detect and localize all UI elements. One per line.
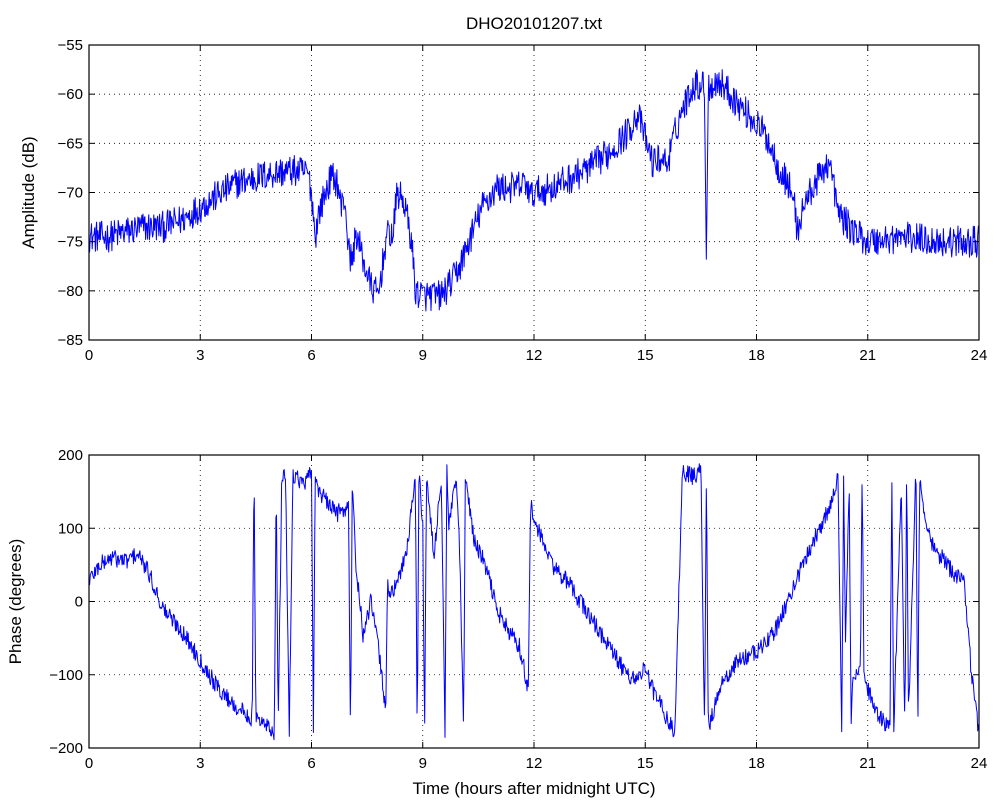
- amplitude-x-tick-label: 6: [307, 347, 315, 364]
- phase-axes: 0 3 6 9 12 15 18 21 24 200 100 0 −100 −200 Phase (degr…: [6, 447, 987, 798]
- amplitude-x-tick-label: 18: [748, 347, 765, 364]
- phase-y-tick-label: −100: [49, 667, 83, 684]
- amplitude-y-tick-label: −70: [58, 185, 83, 202]
- phase-y-tick-label: 200: [58, 447, 83, 464]
- phase-x-tick-label: 0: [85, 755, 93, 772]
- amplitude-y-tick-label: −55: [58, 37, 83, 54]
- phase-series-line: [88, 463, 980, 741]
- phase-x-tick-label: 18: [748, 755, 765, 772]
- amplitude-y-tick-label: −60: [58, 86, 83, 103]
- amplitude-x-tick-label: 15: [637, 347, 654, 364]
- phase-x-tick-label: 21: [859, 755, 876, 772]
- amplitude-x-tick-label: 0: [85, 347, 93, 364]
- amplitude-x-tick-label: 24: [971, 347, 988, 364]
- amplitude-y-tick-label: −85: [58, 332, 83, 349]
- amplitude-x-tick-label: 12: [526, 347, 543, 364]
- amplitude-x-tick-label: 3: [196, 347, 204, 364]
- amplitude-y-tick-label: −80: [58, 283, 83, 300]
- amplitude-y-axis-title: Amplitude (dB): [19, 136, 38, 248]
- amplitude-x-tick-label: 9: [419, 347, 427, 364]
- amplitude-y-tick-label: −75: [58, 234, 83, 251]
- amplitude-chart-title: DHO20101207.txt: [466, 14, 602, 33]
- phase-y-tick-label: 100: [58, 520, 83, 537]
- phase-x-axis-title: Time (hours after midnight UTC): [412, 779, 655, 798]
- phase-x-tick-label: 3: [196, 755, 204, 772]
- phase-y-tick-label: 0: [75, 594, 83, 611]
- phase-y-tick-label: −200: [49, 740, 83, 757]
- phase-y-axis-title: Phase (degrees): [6, 539, 25, 665]
- phase-x-tick-label: 24: [971, 755, 988, 772]
- amplitude-y-tick-label: −65: [58, 135, 83, 152]
- amplitude-axes: 0 3 6 9 12 15 18 21 24 −55 −60 −65 −70 −75 −80 −85 DHO20…: [19, 14, 987, 364]
- phase-x-tick-label: 9: [419, 755, 427, 772]
- phase-x-tick-label: 6: [307, 755, 315, 772]
- amplitude-series-line: [88, 69, 980, 312]
- phase-x-tick-label: 15: [637, 755, 654, 772]
- phase-x-tick-label: 12: [526, 755, 543, 772]
- amplitude-x-tick-label: 21: [859, 347, 876, 364]
